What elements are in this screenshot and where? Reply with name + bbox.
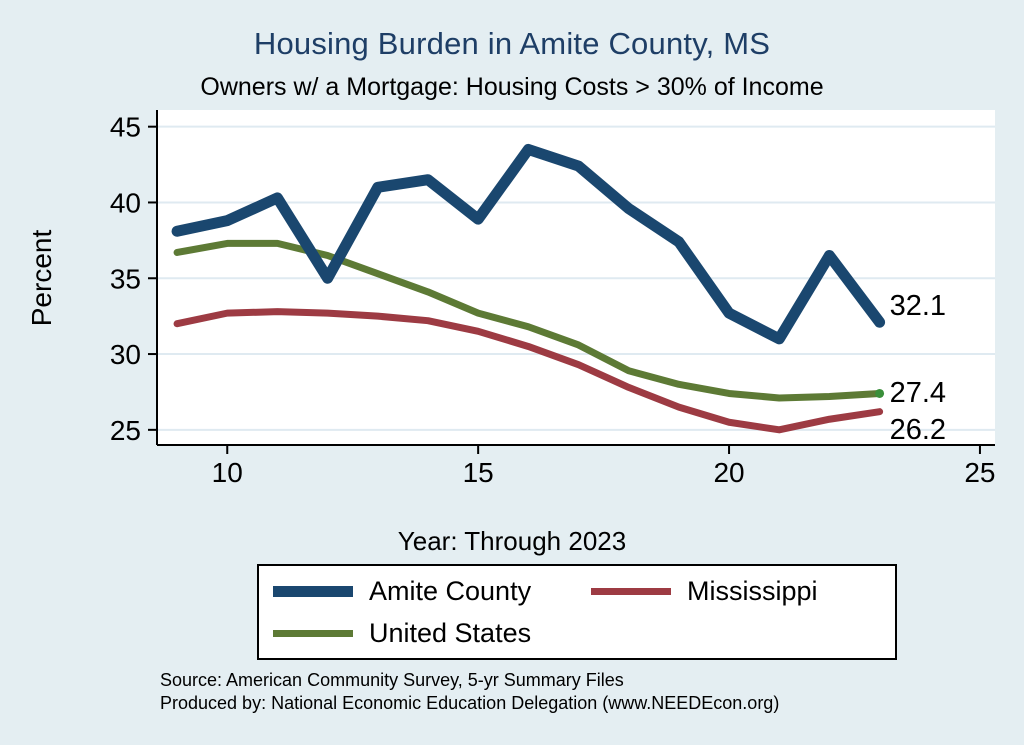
series-line-mississippi — [173, 308, 884, 434]
end-value-united-states: 27.4 — [889, 377, 947, 410]
y-tick-label: 30 — [110, 339, 141, 370]
legend-row-1: Amite County Mississippi — [259, 574, 895, 608]
x-axis-label: Year: Through 2023 — [397, 526, 627, 556]
x-tick-label: 20 — [713, 457, 744, 488]
y-tick-label: 45 — [110, 112, 141, 143]
series-line-amite-county — [171, 143, 886, 345]
y-tick-label: 35 — [110, 263, 141, 294]
legend-box: Amite County Mississippi United States — [257, 564, 897, 660]
chart-title: Housing Burden in Amite County, MS — [253, 26, 771, 61]
source-note: Source: American Community Survey, 5-yr … — [160, 669, 779, 715]
chart-subtitle: Owners w/ a Mortgage: Housing Costs > 30… — [200, 73, 824, 101]
source-line-2: Produced by: National Economic Education… — [160, 693, 780, 713]
x-tick-label: 25 — [964, 457, 995, 488]
y-tick-label: 40 — [110, 187, 141, 218]
y-tick-label: 25 — [110, 415, 141, 446]
x-tick-label: 10 — [212, 457, 243, 488]
source-line-1: Source: American Community Survey, 5-yr … — [160, 670, 624, 690]
legend-swatch-united-states — [273, 629, 353, 637]
legend-swatch-wrap — [273, 629, 353, 637]
end-value-amite-county: 32.1 — [889, 290, 947, 323]
end-value-mississippi: 26.2 — [889, 413, 947, 446]
legend-swatch-amite-county — [273, 585, 353, 597]
x-tick-label: 15 — [463, 457, 494, 488]
plot-background — [157, 110, 995, 445]
legend-swatch-wrap — [591, 587, 671, 595]
legend-row-2: United States — [259, 616, 895, 650]
series-end-dot — [875, 388, 885, 398]
legend-label-mississippi: Mississippi — [687, 575, 818, 606]
legend-label-amite-county: Amite County — [369, 575, 532, 606]
legend-label-united-states: United States — [369, 617, 532, 648]
legend-swatch-wrap — [273, 585, 353, 597]
y-axis-label: Percent — [26, 229, 57, 327]
legend-swatch-mississippi — [591, 587, 671, 595]
series-line-united-states — [173, 239, 884, 402]
